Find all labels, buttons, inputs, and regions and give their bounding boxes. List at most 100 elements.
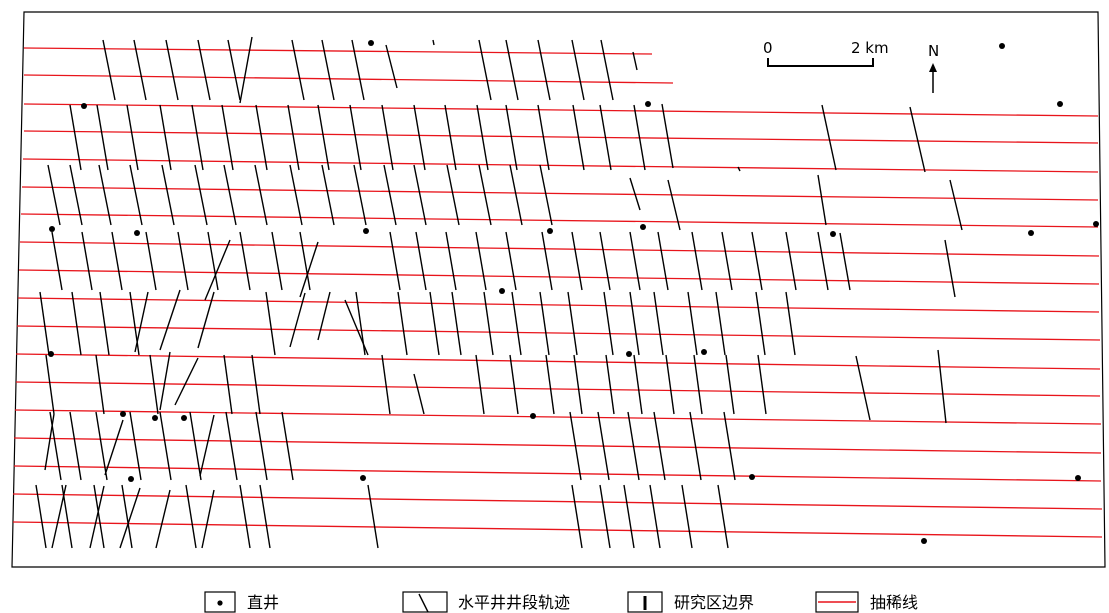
horizontal-well-track: [511, 291, 522, 356]
vertical-well-dot: [530, 413, 536, 419]
horizontal-well-track: [93, 484, 105, 549]
horizontal-well-track: [201, 489, 215, 549]
horizontal-well-track: [351, 39, 365, 101]
vertical-well-dot: [48, 351, 54, 357]
horizontal-well-track: [413, 164, 427, 226]
decimated-line: [20, 213, 1099, 228]
horizontal-well-track: [102, 39, 116, 101]
horizontal-well-track: [723, 411, 736, 481]
horizontal-well-track: [821, 104, 837, 171]
horizontal-well-track: [81, 231, 93, 291]
horizontal-well-track: [289, 292, 306, 348]
horizontal-well-track: [204, 239, 231, 301]
horizontal-well-track: [785, 291, 796, 356]
horizontal-well-track: [185, 484, 197, 549]
legend-label-vertical-well: 直井: [247, 593, 279, 612]
decimated-line: [18, 269, 1100, 285]
horizontal-well-track: [446, 164, 460, 226]
horizontal-well-track: [629, 231, 641, 291]
horizontal-well-track: [623, 484, 635, 549]
horizontal-well-track: [627, 411, 640, 481]
decimated-line: [12, 521, 1103, 538]
horizontal-well-track: [126, 104, 139, 171]
decimated-line-swatch-icon: [815, 591, 859, 613]
north-label: N: [928, 42, 939, 60]
horizontal-well-track: [571, 39, 585, 101]
decimated-line: [22, 158, 1099, 173]
horizontal-well-track: [657, 231, 669, 291]
horizontal-well-track: [603, 291, 614, 356]
horizontal-well-track: [855, 355, 871, 421]
decimated-line: [13, 437, 1102, 454]
horizontal-well-track: [539, 291, 550, 356]
horizontal-well-track: [165, 39, 179, 101]
horizontal-well-track: [681, 484, 693, 549]
horizontal-well-track: [629, 177, 641, 211]
decimated-line: [16, 325, 1101, 341]
horizontal-well-track: [119, 487, 141, 549]
horizontal-well-track: [751, 231, 763, 291]
decimated-line: [14, 409, 1102, 425]
horizontal-well-track: [149, 354, 159, 415]
horizontal-well-track: [223, 164, 237, 226]
legend-label-decimated-line: 抽稀线: [870, 593, 918, 612]
legend-item-vertical-well: 直井: [204, 591, 279, 613]
horizontal-well-track: [221, 104, 234, 171]
decimated-line: [23, 47, 653, 55]
north-arrow-head-icon: [929, 63, 937, 72]
horizontal-well-track: [381, 104, 394, 171]
horizontal-well-track: [69, 411, 82, 481]
horizontal-well-track: [667, 179, 681, 231]
vertical-well-dot: [830, 231, 836, 237]
horizontal-well-track: [571, 484, 583, 549]
decimated-line: [12, 493, 1103, 510]
horizontal-well-track: [189, 411, 202, 481]
horizontal-well-track: [381, 354, 391, 415]
horizontal-well-track: [197, 39, 211, 101]
legend-item-horizontal-section: 水平井井段轨迹: [402, 591, 570, 613]
horizontal-well-track: [505, 39, 519, 101]
horizontal-well-track: [104, 419, 124, 476]
vertical-well-symbol-icon: [217, 600, 223, 606]
vertical-well-dot: [1075, 475, 1081, 481]
horizontal-section-swatch-icon: [402, 591, 448, 613]
decimated-line: [13, 465, 1102, 482]
horizontal-well-track: [537, 104, 550, 171]
horizontal-well-track: [949, 179, 963, 231]
scale-start-label: 0: [763, 39, 773, 57]
horizontal-well-track: [605, 354, 615, 415]
horizontal-well-track: [600, 39, 614, 101]
vertical-well-dot: [547, 228, 553, 234]
legend-label-study-area-boundary: 研究区边界: [674, 593, 754, 612]
vertical-well-dot: [1057, 101, 1063, 107]
vertical-well-dot: [640, 224, 646, 230]
vertical-wells: [48, 40, 1099, 544]
horizontal-well-track: [653, 291, 664, 356]
decimated-line: [15, 381, 1101, 397]
vertical-well-dot: [701, 349, 707, 355]
horizontal-well-track: [251, 354, 261, 415]
horizontal-well-track: [725, 354, 735, 415]
horizontal-well-track: [599, 104, 612, 171]
vertical-well-dot: [152, 415, 158, 421]
horizontal-well-track: [755, 291, 766, 356]
horizontal-well-track: [632, 51, 638, 71]
horizontal-well-track: [51, 231, 63, 291]
horizontal-well-track: [687, 291, 698, 356]
north-arrow: N: [928, 42, 939, 93]
horizontal-well-track: [476, 104, 489, 171]
decimated-line: [15, 353, 1101, 370]
vertical-well-dot: [368, 40, 374, 46]
horizontal-well-track: [134, 291, 149, 353]
decimated-line: [23, 130, 1099, 144]
horizontal-well-track: [129, 291, 140, 356]
horizontal-well-track: [287, 104, 300, 171]
horizontal-well-track: [99, 291, 110, 356]
horizontal-well-track: [255, 104, 268, 171]
horizontal-well-track: [839, 232, 851, 291]
horizontal-well-track: [572, 104, 585, 171]
horizontal-well-track: [265, 291, 276, 356]
horizontal-well-track: [599, 484, 611, 549]
decimated-line: [23, 74, 674, 84]
